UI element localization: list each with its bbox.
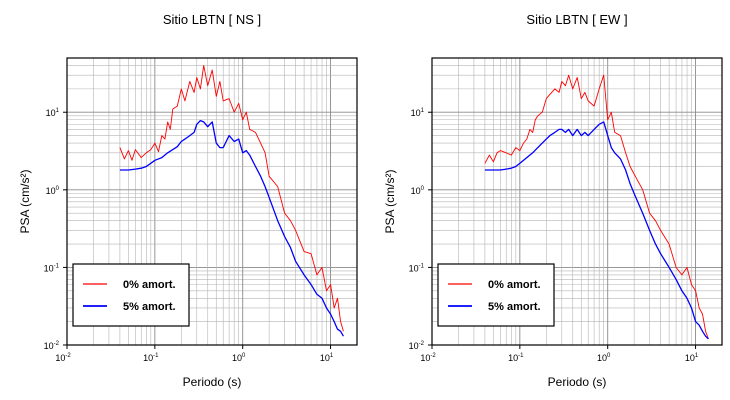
y-tick-label: 101 xyxy=(46,108,60,118)
x-tick-label: 10-2 xyxy=(55,353,71,363)
legend: 0% amort. 5% amort. xyxy=(437,263,555,327)
series-line-5pct xyxy=(119,119,344,337)
y-tick-label: 101 xyxy=(411,108,425,118)
legend-box xyxy=(72,263,190,327)
chart-panel-1: Sitio LBTN [ NS ] 10-2 10-1 100 101 10-2 10-1 1… xyxy=(18,12,358,389)
y-tick-label: 10-2 xyxy=(44,341,60,351)
chart-title: Sitio LBTN [ EW ] xyxy=(526,12,627,27)
series-line-5pct xyxy=(484,121,709,340)
legend-label: 0% amort. xyxy=(123,279,176,291)
y-axis-label: PSA (cm/s²) xyxy=(383,169,397,233)
chart-title: Sitio LBTN [ NS ] xyxy=(163,12,261,27)
legend-label: 5% amort. xyxy=(488,301,541,313)
x-tick-label: 100 xyxy=(597,353,611,363)
y-axis-label: PSA (cm/s²) xyxy=(18,169,32,233)
x-tick-label: 10-2 xyxy=(420,353,436,363)
plot-frame xyxy=(431,57,723,346)
legend-label: 5% amort. xyxy=(123,301,176,313)
x-axis-label: Periodo (s) xyxy=(183,375,242,389)
legend-box xyxy=(437,263,555,327)
y-tick-label: 100 xyxy=(46,186,60,196)
x-tick-label: 100 xyxy=(232,353,246,363)
y-tick-label: 100 xyxy=(411,186,425,196)
y-tick-label: 10-1 xyxy=(409,263,425,273)
x-tick-label: 10-1 xyxy=(508,353,524,363)
x-axis-label: Periodo (s) xyxy=(548,375,607,389)
series-line-0pct xyxy=(119,65,344,332)
y-tick-label: 10-1 xyxy=(44,263,60,273)
y-tick-label: 10-2 xyxy=(409,341,425,351)
series-line-0pct xyxy=(484,74,709,340)
legend-label: 0% amort. xyxy=(488,279,541,291)
x-tick-label: 101 xyxy=(320,353,334,363)
legend: 0% amort. 5% amort. xyxy=(72,263,190,327)
plot-frame xyxy=(66,57,358,346)
x-tick-label: 101 xyxy=(685,353,699,363)
x-tick-label: 10-1 xyxy=(143,353,159,363)
chart-panel-2: Sitio LBTN [ EW ] 10-2 10-1 100 101 10-2 10-1 1… xyxy=(383,12,723,389)
